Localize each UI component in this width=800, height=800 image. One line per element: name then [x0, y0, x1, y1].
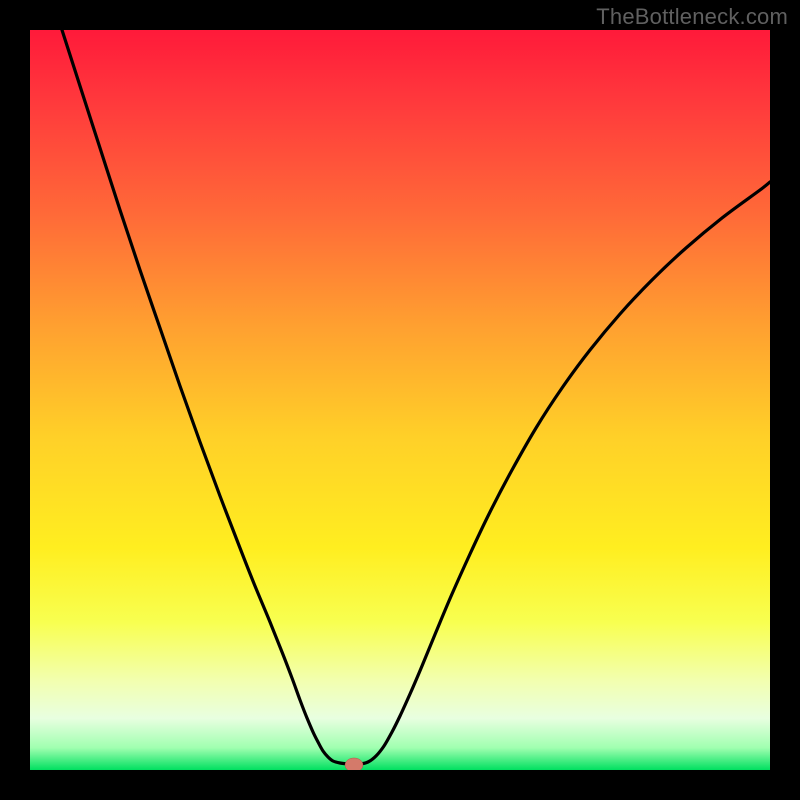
chart-svg	[30, 30, 770, 770]
chart-background	[30, 30, 770, 770]
watermark-text: TheBottleneck.com	[596, 4, 788, 30]
bottleneck-chart	[30, 30, 770, 770]
optimum-marker	[345, 758, 363, 770]
